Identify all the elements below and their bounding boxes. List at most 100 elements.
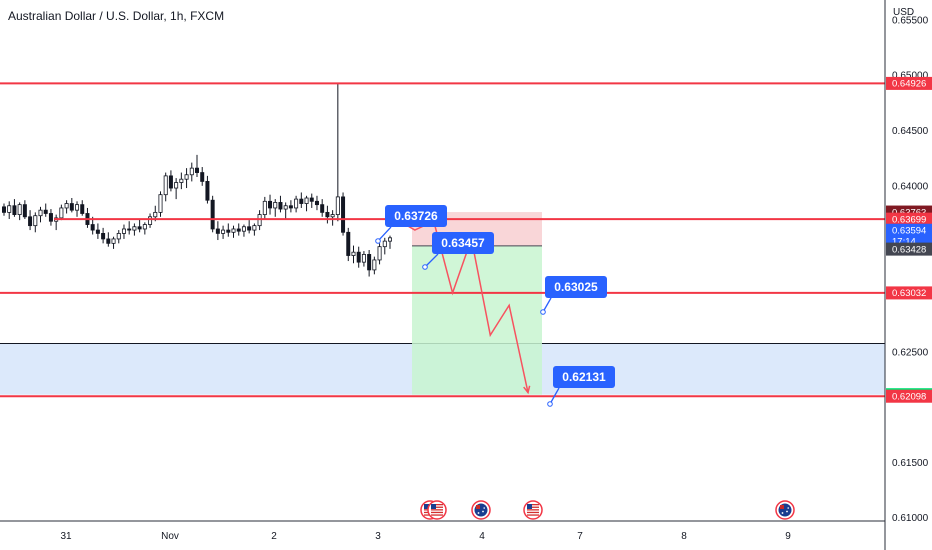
candles-layer [2, 82, 392, 277]
callout-leader [424, 253, 439, 268]
candle [283, 202, 288, 220]
candle-body [387, 237, 392, 242]
candle [341, 192, 346, 236]
candle [163, 172, 168, 202]
candle [247, 220, 252, 234]
y-tick-label: 0.62500 [892, 347, 929, 358]
candle [210, 195, 215, 233]
flag-stripe [527, 509, 539, 511]
candle-body [64, 203, 69, 209]
candle [48, 209, 53, 226]
candle [231, 225, 236, 238]
callout-anchor [422, 264, 428, 270]
au-flag-icon[interactable] [471, 500, 491, 520]
callout-box [545, 276, 607, 298]
price-callout: 0.63457 [422, 232, 494, 270]
price-tag: 0.64926 [886, 76, 932, 90]
candle [64, 200, 69, 214]
flag-stripe [527, 504, 539, 506]
candle [226, 223, 231, 237]
callout-anchor [540, 309, 546, 315]
au-flag-icon[interactable] [775, 500, 795, 520]
candle-body [116, 232, 121, 240]
candle-body [351, 251, 356, 256]
candle-body [153, 211, 158, 218]
candle-body [288, 205, 293, 209]
price-tag-label: 0.64926 [892, 79, 926, 90]
flag-union [780, 505, 784, 509]
candle-body [283, 205, 288, 210]
price-tag: 0.63699 [886, 212, 932, 226]
candle [387, 235, 392, 249]
flag-stripe [431, 511, 443, 514]
candle-body [236, 228, 241, 232]
candle [95, 223, 100, 239]
candle [59, 204, 64, 221]
flag-union [476, 505, 480, 509]
candle [205, 175, 210, 204]
candle [304, 195, 309, 212]
callout-box [553, 366, 615, 388]
price-tags: 0.649260.637630.636990.6359417:140.63428… [886, 76, 932, 403]
candle [377, 243, 382, 265]
candle [215, 221, 220, 241]
candle [33, 212, 38, 233]
candle-body [278, 202, 283, 210]
x-tick-label: 31 [60, 531, 72, 542]
candle-body [367, 254, 372, 271]
price-tag-bg [886, 242, 932, 256]
candle-body [80, 204, 85, 214]
candle [356, 246, 361, 268]
candle-body [127, 228, 132, 231]
candle-body [174, 182, 179, 189]
candle-body [48, 213, 53, 222]
candle [241, 224, 246, 237]
us-flag-icon[interactable] [523, 500, 543, 520]
candle [361, 251, 366, 267]
candle-body [33, 215, 38, 227]
x-tick-label: 3 [375, 531, 381, 542]
candle [189, 162, 194, 182]
candle [12, 199, 17, 217]
candle-body [294, 198, 299, 209]
candle-body [262, 200, 267, 215]
candle [17, 202, 22, 221]
levels-layer [0, 82, 885, 398]
us-flag-icon[interactable] [427, 500, 447, 520]
candle [69, 198, 74, 213]
flag-stripe [527, 514, 539, 516]
price-tag-label: 0.63594 [892, 226, 926, 237]
price-callout: 0.63025 [540, 276, 607, 315]
candle [221, 225, 226, 239]
candle-body [22, 204, 27, 218]
callout-leader [549, 387, 560, 405]
candle [142, 222, 147, 235]
candle-body [168, 175, 173, 189]
candle [2, 203, 7, 216]
x-tick-label: 7 [577, 531, 583, 542]
candle [200, 167, 205, 186]
candle-body [121, 228, 126, 234]
candle-body [320, 204, 325, 213]
projection-path [395, 218, 529, 393]
projection-arrowhead [523, 385, 531, 395]
candle [252, 223, 257, 236]
candle [121, 224, 126, 239]
flag-star [483, 507, 486, 509]
flag-stripe [431, 509, 443, 511]
candle-body [43, 209, 48, 214]
candle [273, 199, 278, 217]
candle [278, 195, 283, 213]
price-tag: 0.63428 [886, 242, 932, 256]
candle [43, 203, 48, 217]
price-axis[interactable] [885, 0, 932, 550]
candle-body [330, 214, 335, 218]
flag-star [781, 512, 784, 514]
candle-body [346, 231, 351, 256]
candle [7, 201, 12, 220]
callout-box [385, 205, 447, 227]
flag-stripe [527, 506, 539, 508]
candle-body [194, 167, 199, 173]
